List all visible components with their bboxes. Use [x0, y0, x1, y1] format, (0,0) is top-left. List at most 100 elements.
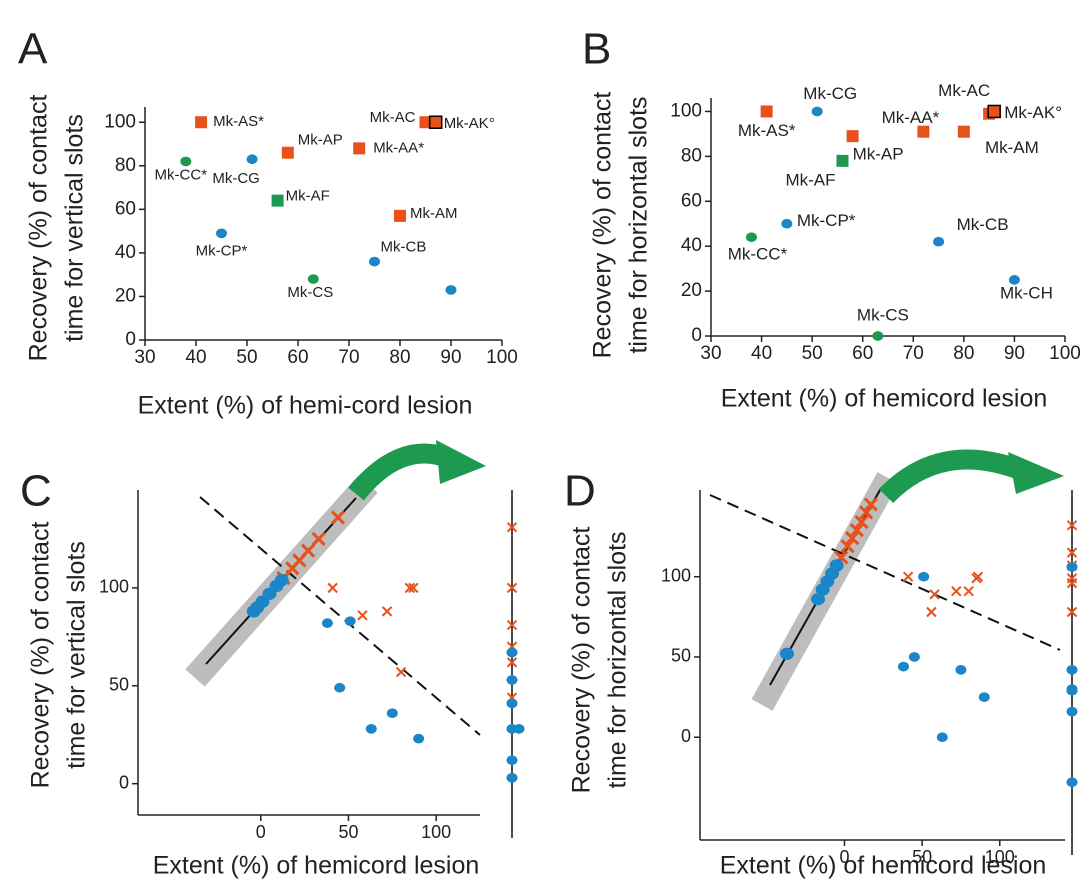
cross-marker — [849, 523, 864, 538]
y-tick-label: 50 — [671, 646, 691, 666]
y-tick-label: 100 — [661, 565, 691, 585]
y-axis-title: Recovery (%) of contact — [25, 95, 53, 362]
circle-marker — [872, 331, 884, 341]
square-marker — [836, 154, 849, 167]
circle-marker — [506, 698, 518, 709]
square-marker — [428, 115, 443, 129]
point-label: Mk-AK° — [1004, 103, 1062, 122]
y-tick-label: 20 — [681, 280, 702, 301]
cross-marker — [506, 619, 518, 631]
circle-marker — [369, 256, 380, 267]
x-tick-label: 50 — [236, 347, 257, 368]
y-tick-label: 0 — [691, 325, 702, 346]
cross-marker — [506, 521, 518, 533]
point-label: Mk-AC — [370, 109, 416, 126]
y-tick-label: 100 — [99, 577, 129, 597]
x-tick-label: 80 — [389, 347, 410, 368]
cross-marker — [863, 497, 878, 512]
circle-marker — [936, 732, 948, 743]
rotation-arrowhead — [436, 440, 486, 484]
circle-marker — [897, 661, 909, 672]
y-tick-label: 20 — [115, 285, 136, 306]
rotation-arrowhead — [1008, 452, 1064, 494]
point-label: Mk-AF — [286, 188, 330, 205]
x-tick-label: 50 — [338, 822, 358, 842]
y-tick-label: 60 — [681, 190, 702, 211]
point-label: Mk-AS* — [213, 113, 264, 130]
x-tick-label: 50 — [912, 847, 932, 867]
square-marker — [846, 130, 859, 143]
cross-marker — [506, 657, 518, 668]
square-marker — [195, 116, 208, 129]
square-marker — [353, 142, 366, 155]
circle-marker — [1066, 562, 1078, 572]
circle-marker — [1066, 685, 1078, 696]
x-tick-label: 60 — [287, 347, 308, 368]
cross-marker — [854, 515, 869, 530]
cross-marker — [408, 582, 419, 594]
y-axis-title: time for horizontal slots — [625, 96, 653, 353]
point-label: Mk-CB — [957, 215, 1009, 234]
circle-marker — [1008, 275, 1020, 285]
point-label: Mk-AM — [410, 205, 458, 222]
cross-marker — [1066, 547, 1078, 558]
x-axis-title: Extent (%) of hemi-cord lesion — [138, 392, 473, 420]
x-tick-label: 90 — [440, 347, 461, 368]
cross-marker — [1066, 577, 1078, 589]
circle-marker — [513, 724, 525, 734]
square-marker — [281, 146, 294, 159]
x-tick-label: 100 — [985, 847, 1015, 867]
cross-marker — [859, 505, 874, 520]
x-tick-label: 100 — [421, 822, 451, 842]
y-tick-label: 40 — [681, 235, 702, 256]
circle-marker — [908, 652, 920, 662]
x-tick-label: 60 — [852, 343, 873, 364]
point-label: Mk-CH — [1000, 283, 1053, 302]
circle-marker — [811, 106, 823, 117]
y-tick-label: 0 — [119, 772, 129, 792]
x-tick-label: 40 — [185, 347, 206, 368]
point-label: Mk-CP* — [196, 242, 248, 259]
x-axis-title: Extent (%) of hemicord lesion — [153, 852, 480, 880]
panel-letter: D — [564, 467, 596, 516]
point-label: Mk-CB — [381, 239, 427, 256]
circle-marker — [1066, 706, 1078, 717]
circle-marker — [365, 724, 377, 734]
circle-marker — [933, 236, 945, 247]
rotation-arrow — [348, 443, 452, 501]
cross-marker — [951, 585, 962, 597]
circle-marker — [216, 228, 227, 239]
x-tick-label: 0 — [839, 847, 849, 867]
x-tick-label: 70 — [338, 347, 359, 368]
y-tick-label: 80 — [115, 155, 136, 176]
point-label: Mk-AA* — [882, 108, 940, 127]
circle-marker — [180, 156, 192, 167]
point-label: Mk-CP* — [797, 211, 856, 230]
cross-marker — [357, 610, 368, 621]
x-tick-label: 100 — [486, 347, 518, 368]
y-tick-label: 0 — [681, 726, 691, 746]
circle-marker — [506, 755, 518, 766]
point-label: Mk-AA* — [373, 139, 424, 156]
y-tick-label: 80 — [681, 145, 702, 166]
cross-marker — [840, 539, 855, 554]
x-tick-label: 0 — [256, 822, 266, 842]
y-tick-label: 100 — [670, 100, 702, 121]
y-tick-label: 100 — [104, 111, 136, 132]
y-axis-title: Recovery (%) of contact — [568, 527, 596, 794]
point-label: Mk-AP — [853, 145, 904, 164]
point-label: Mk-AF — [785, 170, 835, 189]
x-axis-title: Extent (%) of hemicord lesion — [721, 385, 1048, 413]
x-tick-label: 30 — [700, 343, 721, 364]
square-marker — [760, 105, 773, 118]
circle-marker — [506, 772, 518, 783]
circle-marker — [811, 593, 826, 606]
x-axis-title: Extent (%) of hemicord lesion — [720, 852, 1047, 880]
point-label: Mk-AS* — [738, 121, 796, 140]
cross-marker — [301, 543, 316, 558]
circle-marker — [506, 647, 518, 658]
circle-marker — [445, 285, 457, 295]
orthogonal-line — [199, 496, 481, 736]
cross-marker — [395, 666, 407, 678]
